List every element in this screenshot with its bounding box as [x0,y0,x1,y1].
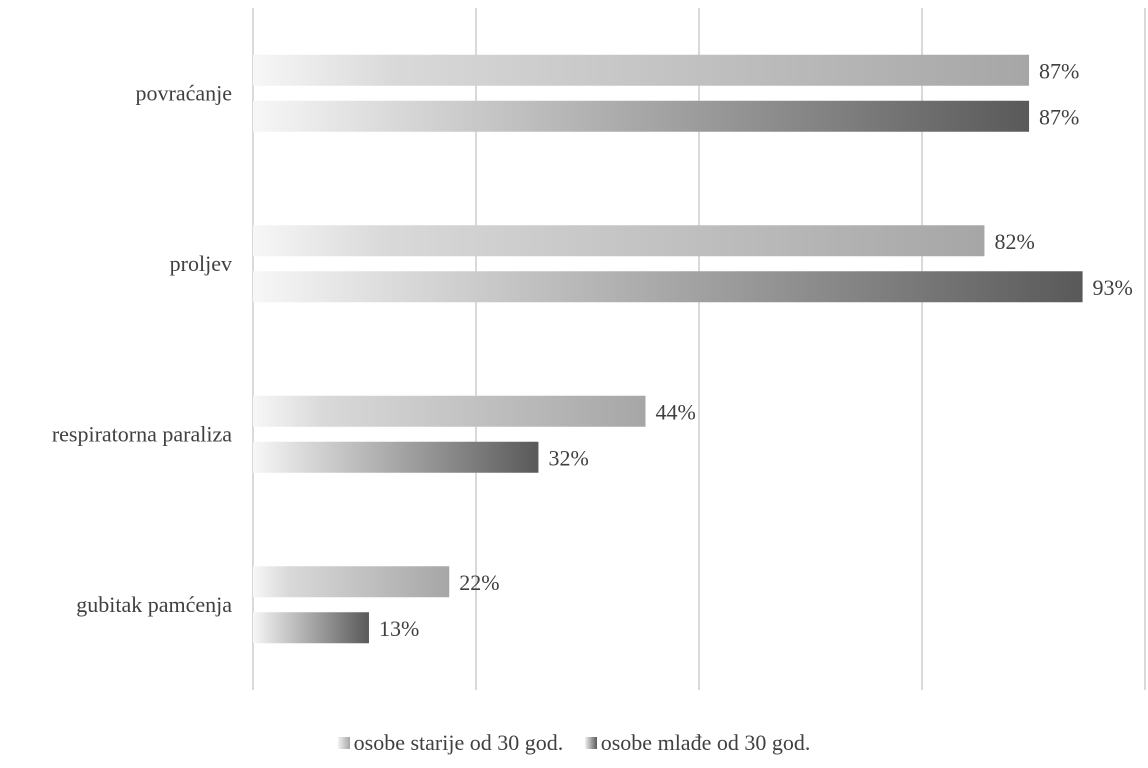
data-label-1-1: 93% [1093,275,1133,300]
legend-label-younger: osobe mlađe od 30 god. [600,730,811,755]
bar-0-1 [253,100,1030,132]
bar-2-1 [253,441,539,473]
bar-3-1 [253,612,369,644]
category-label-0: povraćanje [136,80,233,105]
bar-1-1 [253,271,1083,303]
bar-1-0 [253,225,985,257]
bar-2-0 [253,395,646,427]
legend: osobe starije od 30 god. osobe mlađe od … [0,730,1148,756]
data-label-3-0: 22% [459,570,499,595]
category-labels: povraćanje proljev respiratorna paraliza gu… [52,80,232,617]
category-label-3: gubitak pamćenja [76,592,232,617]
category-label-1: proljev [170,251,232,276]
bars [253,54,1083,644]
legend-label-older: osobe starije od 30 god. [353,730,564,755]
data-label-0-1: 87% [1039,104,1079,129]
data-label-0-0: 87% [1039,58,1079,83]
bar-0-0 [253,54,1030,86]
legend-swatch-younger [584,737,597,749]
category-label-2: respiratorna paraliza [52,421,232,446]
legend-item-older: osobe starije od 30 god. [337,730,564,756]
bar-3-0 [253,566,450,598]
data-label-2-0: 44% [655,399,695,424]
data-label-3-1: 13% [379,616,419,641]
legend-swatch-older [337,737,350,749]
data-label-1-0: 82% [994,229,1034,254]
legend-item-younger: osobe mlađe od 30 god. [584,730,811,756]
data-labels: 87% 87% 82% 93% 44% 32% 22% 13% [379,58,1133,641]
data-label-2-1: 32% [548,445,588,470]
